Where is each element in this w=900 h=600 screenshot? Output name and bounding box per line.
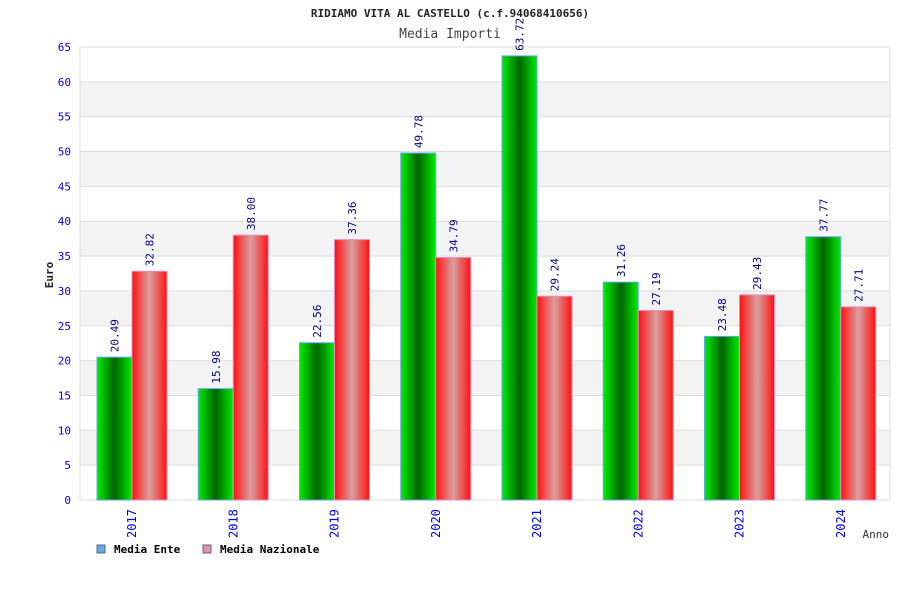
y-tick-label: 20 (58, 355, 71, 368)
data-label: 20.49 (109, 319, 122, 352)
bar-media-ente-2018 (197, 388, 234, 501)
grid-band (80, 221, 890, 257)
legend-swatch (202, 544, 212, 554)
y-tick-label: 65 (58, 41, 71, 54)
bar-media-nazionale-2018 (232, 234, 269, 501)
bar-media-ente-2023 (704, 335, 740, 501)
bar-media-nazionale-2019 (334, 239, 370, 501)
legend-swatch (96, 544, 106, 554)
data-label: 23.48 (716, 298, 729, 331)
data-label: 22.56 (311, 305, 324, 338)
y-tick-label: 10 (58, 424, 71, 437)
plot-frame (79, 46, 891, 501)
data-label: 31.26 (615, 244, 628, 277)
data-label: 63.72 (514, 18, 527, 51)
bar-media-ente-2022 (602, 281, 639, 501)
grid-band (80, 186, 890, 222)
data-label: 29.43 (751, 257, 764, 290)
data-label: 27.71 (852, 269, 865, 302)
data-label: 29.24 (549, 258, 562, 291)
y-tick-label: 55 (58, 111, 71, 124)
y-tick-label: 0 (64, 494, 71, 507)
x-tick-label: 2023 (733, 509, 747, 538)
grid-band (80, 256, 890, 291)
data-label: 37.36 (346, 202, 359, 235)
grid-band (80, 47, 890, 82)
data-label: 37.77 (817, 199, 830, 232)
bar-media-nazionale-2017 (131, 270, 168, 501)
x-tick-label: 2019 (328, 509, 342, 538)
grid-band (80, 116, 890, 152)
bar-media-ente-2020 (400, 152, 437, 501)
bar-media-ente-2019 (299, 342, 335, 501)
x-tick-label: 2017 (125, 509, 139, 538)
data-label: 34.79 (447, 219, 460, 252)
bar-media-ente-2017 (96, 356, 133, 501)
y-tick-label: 40 (58, 215, 71, 228)
x-axis-label: Anno (863, 528, 890, 541)
bar-media-ente-2024 (805, 236, 842, 501)
chart-title: RIDIAMO VITA AL CASTELLO (c.f.9406841065… (311, 7, 589, 20)
x-tick-label: 2018 (226, 509, 240, 538)
y-tick-label: 60 (58, 76, 71, 89)
bar-media-nazionale-2021 (536, 295, 573, 501)
bar-media-nazionale-2020 (435, 257, 472, 501)
bar-media-nazionale-2022 (637, 310, 674, 501)
legend-label: Media Ente (114, 543, 181, 556)
bar-media-ente-2021 (501, 55, 538, 501)
chart-subtitle: Media Importi (399, 27, 501, 42)
y-tick-label: 5 (64, 459, 71, 472)
legend-label: Media Nazionale (220, 543, 320, 556)
y-tick-label: 45 (58, 180, 71, 193)
x-tick-label: 2024 (834, 509, 848, 538)
x-tick-label: 2021 (530, 509, 544, 538)
y-tick-label: 50 (58, 146, 71, 159)
y-tick-label: 25 (58, 320, 71, 333)
data-label: 27.19 (650, 272, 663, 305)
data-label: 49.78 (412, 115, 425, 148)
y-tick-label: 35 (58, 250, 71, 263)
grid-band (80, 151, 890, 187)
x-tick-label: 2020 (429, 509, 443, 538)
data-label: 32.82 (144, 233, 157, 266)
data-label: 38.00 (245, 197, 258, 230)
data-label: 15.98 (210, 351, 223, 384)
bar-media-nazionale-2024 (840, 306, 877, 501)
bar-media-nazionale-2023 (739, 294, 775, 501)
y-axis-label: Euro (43, 261, 56, 288)
grid-band (80, 81, 890, 117)
y-tick-label: 30 (58, 285, 71, 298)
y-tick-label: 15 (58, 389, 71, 402)
x-tick-label: 2022 (631, 509, 645, 538)
